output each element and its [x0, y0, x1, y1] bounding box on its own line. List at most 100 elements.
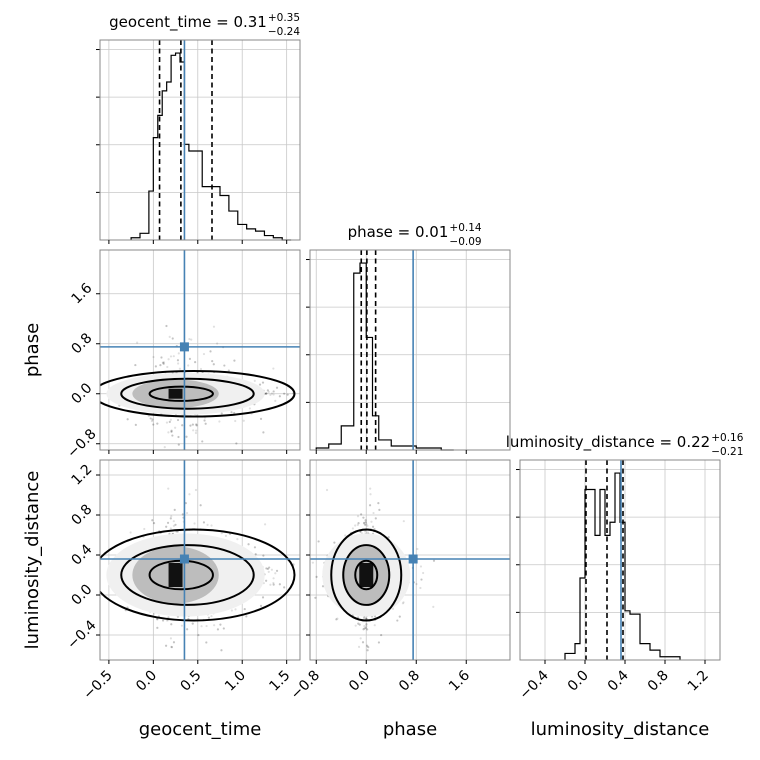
sample-point: [171, 434, 174, 437]
sample-point: [262, 431, 265, 434]
sample-point: [170, 646, 173, 649]
title-plus-error: +0.14: [449, 222, 481, 234]
sample-point: [160, 356, 163, 359]
sample-point: [185, 511, 189, 515]
sample-point: [233, 359, 236, 362]
sample-point: [312, 540, 314, 542]
sample-point: [272, 390, 275, 393]
contour-level-2: [100, 370, 296, 418]
sample-point: [209, 350, 212, 353]
sample-point: [162, 361, 166, 364]
sample-point: [167, 358, 170, 361]
sample-point: [272, 577, 275, 580]
sample-point: [184, 502, 187, 505]
sample-point: [269, 393, 272, 397]
sample-point: [159, 364, 162, 367]
sample-point: [126, 418, 129, 421]
sample-point: [262, 431, 265, 434]
panel-frame: [99, 39, 301, 241]
sample-point: [223, 364, 226, 367]
title-minus-error: −0.09: [449, 236, 481, 248]
sample-point: [304, 582, 306, 584]
sample-point: [166, 521, 170, 524]
sample-point: [134, 363, 137, 367]
sample-point: [275, 569, 279, 572]
sample-point: [177, 362, 180, 365]
sample-point: [197, 633, 200, 637]
sample-point: [185, 435, 188, 438]
sample-point: [152, 522, 156, 525]
sample-point: [204, 422, 207, 425]
sample-point: [147, 414, 150, 418]
sample-point: [181, 513, 184, 516]
sample-point: [307, 388, 309, 390]
sample-point: [203, 419, 206, 422]
sample-point: [177, 443, 180, 446]
sample-point: [172, 641, 176, 644]
sample-point: [177, 435, 180, 439]
sample-point: [190, 338, 193, 341]
sample-point: [278, 583, 281, 586]
sample-point: [191, 622, 194, 625]
sample-point: [163, 446, 166, 449]
sample-point: [176, 418, 180, 422]
sample-point: [312, 540, 314, 542]
sample-point: [188, 337, 191, 341]
sample-point: [161, 361, 165, 364]
truth-marker: [179, 342, 189, 352]
sample-point: [230, 411, 233, 414]
sample-point: [258, 383, 262, 386]
sample-point: [224, 534, 228, 537]
sample-point: [242, 419, 245, 422]
sample-point: [272, 367, 275, 370]
title-minus-error: −0.21: [711, 446, 743, 458]
sample-point: [265, 392, 268, 395]
sample-point: [166, 521, 170, 524]
sample-point: [278, 395, 281, 398]
panel-frame: [99, 249, 301, 451]
sample-point: [205, 641, 208, 644]
title-plus-error: +0.16: [711, 432, 743, 444]
sample-point: [161, 361, 165, 364]
sample-point: [205, 641, 208, 644]
sample-point: [243, 607, 246, 611]
sample-point: [195, 423, 198, 426]
hist-panel-phase: phase = 0.01 +0.14−0.09: [306, 222, 511, 454]
sample-point: [178, 367, 182, 370]
sample-point: [270, 568, 273, 571]
sample-point: [170, 623, 173, 626]
sample-point: [233, 411, 236, 415]
sample-point: [194, 360, 197, 364]
sample-point: [207, 616, 210, 619]
sample-point: [193, 522, 196, 525]
hist-panel-geocent_time: geocent_time = 0.31 +0.35−0.24: [96, 12, 301, 244]
sample-point: [169, 355, 173, 358]
sample-point: [188, 357, 192, 360]
panel-frame: [309, 249, 511, 451]
sample-point: [274, 572, 277, 575]
sample-point: [258, 383, 262, 386]
sample-point: [268, 566, 271, 569]
sample-point: [191, 423, 194, 426]
density-core: [168, 388, 183, 399]
sample-point: [172, 641, 176, 644]
sample-point: [152, 423, 155, 426]
sample-point: [129, 531, 132, 534]
sample-point: [164, 644, 168, 647]
sample-point: [156, 618, 159, 621]
sample-point: [266, 567, 269, 570]
sample-point: [160, 356, 163, 359]
sample-point: [165, 525, 168, 528]
sample-point: [254, 553, 257, 556]
sample-point: [169, 418, 172, 421]
sample-point: [169, 637, 173, 640]
sample-point: [270, 392, 273, 395]
sample-point: [265, 392, 268, 395]
sample-point: [202, 521, 206, 524]
sample-point: [286, 393, 289, 396]
panel-title-geocent_time: geocent_time = 0.31: [109, 13, 267, 32]
sample-point: [272, 583, 275, 586]
histogram-phase: [315, 262, 454, 451]
sample-point: [170, 515, 173, 518]
sample-point: [173, 508, 176, 512]
